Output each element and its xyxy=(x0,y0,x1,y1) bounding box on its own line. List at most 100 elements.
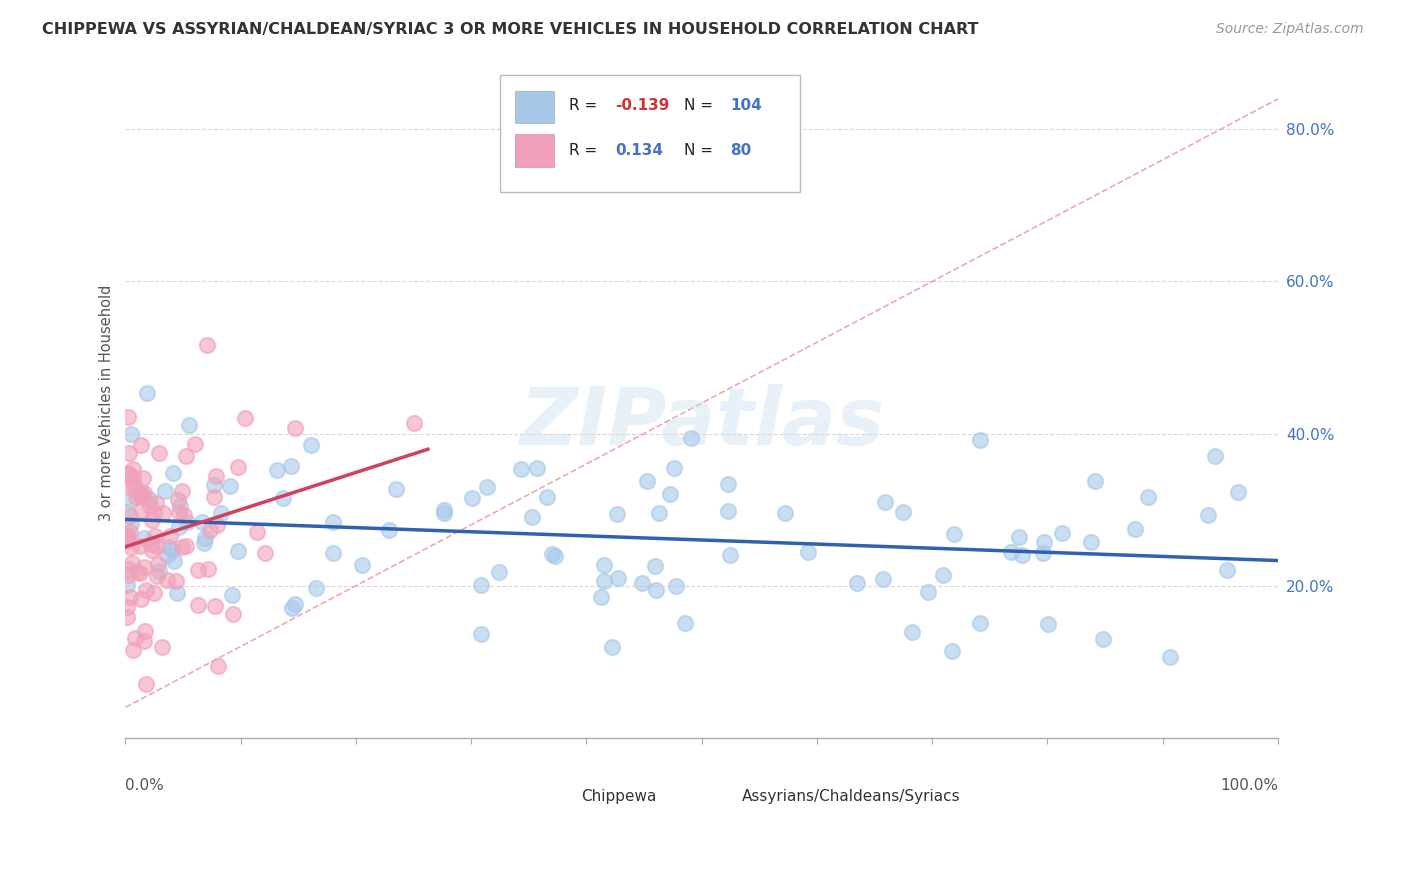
Point xyxy=(969,615,991,630)
Point xyxy=(134,633,156,648)
Point xyxy=(202,490,225,504)
Point xyxy=(433,506,456,520)
Text: R =: R = xyxy=(569,143,602,158)
Point xyxy=(174,539,197,553)
Point xyxy=(207,659,229,673)
Point xyxy=(205,518,228,533)
Point xyxy=(155,483,177,498)
Point xyxy=(226,544,249,558)
Point xyxy=(115,530,138,544)
Point xyxy=(917,584,939,599)
Point xyxy=(226,460,249,475)
Point xyxy=(1036,616,1059,631)
Point xyxy=(284,421,307,435)
Point xyxy=(205,469,228,483)
Point xyxy=(1092,632,1115,646)
Point xyxy=(645,583,668,598)
Point xyxy=(221,588,243,602)
Point xyxy=(128,487,150,501)
Point xyxy=(131,592,153,607)
Point xyxy=(132,470,155,484)
Point xyxy=(718,548,741,562)
Point xyxy=(159,529,181,543)
Point xyxy=(132,531,155,545)
FancyBboxPatch shape xyxy=(501,75,800,193)
Point xyxy=(129,539,152,553)
FancyBboxPatch shape xyxy=(699,783,737,809)
Point xyxy=(510,462,533,476)
Point xyxy=(139,537,162,551)
Point xyxy=(541,547,564,561)
Point xyxy=(198,524,221,538)
Text: 80: 80 xyxy=(731,143,752,158)
Point xyxy=(901,624,924,639)
Point xyxy=(145,569,167,583)
Text: Assyrians/Chaldeans/Syriacs: Assyrians/Chaldeans/Syriacs xyxy=(742,789,960,804)
Point xyxy=(156,573,179,587)
Point xyxy=(402,417,425,431)
Point xyxy=(648,506,671,520)
Point xyxy=(522,509,544,524)
Point xyxy=(146,539,169,553)
Point xyxy=(305,581,328,595)
Point xyxy=(219,479,242,493)
Point xyxy=(280,601,302,615)
Point xyxy=(135,583,157,598)
Point xyxy=(125,490,148,504)
Point xyxy=(142,585,165,599)
Text: 0.0%: 0.0% xyxy=(125,778,165,793)
Point xyxy=(460,491,482,505)
Point xyxy=(166,586,188,600)
Point xyxy=(891,505,914,519)
Point xyxy=(187,599,209,613)
Point xyxy=(673,615,696,630)
Point xyxy=(488,565,510,579)
Point xyxy=(131,489,153,503)
Point xyxy=(233,411,256,425)
Text: 100.0%: 100.0% xyxy=(1220,778,1278,793)
Point xyxy=(143,506,166,520)
Text: N =: N = xyxy=(685,98,718,113)
Point xyxy=(148,446,170,460)
Point xyxy=(470,627,492,641)
FancyBboxPatch shape xyxy=(515,134,554,167)
Text: ZIPatlas: ZIPatlas xyxy=(519,384,884,462)
Point xyxy=(118,591,141,605)
Point xyxy=(717,503,740,517)
Point xyxy=(350,558,373,572)
Point xyxy=(209,507,232,521)
Point xyxy=(141,542,163,557)
Point xyxy=(117,562,139,576)
Point xyxy=(1159,649,1181,664)
Point xyxy=(1197,508,1219,523)
Point xyxy=(156,548,179,562)
Point xyxy=(145,529,167,543)
Point xyxy=(120,517,142,532)
Point xyxy=(117,528,139,542)
Text: 0.134: 0.134 xyxy=(616,143,664,158)
Point xyxy=(636,475,658,489)
Point xyxy=(378,523,401,537)
Point xyxy=(120,426,142,441)
Point xyxy=(124,482,146,496)
Point xyxy=(600,640,623,654)
Point xyxy=(470,577,492,591)
Point xyxy=(162,554,184,568)
Point xyxy=(176,515,198,529)
Point xyxy=(121,643,143,657)
Text: Source: ZipAtlas.com: Source: ZipAtlas.com xyxy=(1216,22,1364,37)
Point xyxy=(117,410,139,425)
Point xyxy=(115,505,138,519)
Point xyxy=(1080,535,1102,549)
Text: N =: N = xyxy=(685,143,718,158)
Point xyxy=(120,524,142,539)
Point xyxy=(141,513,163,527)
Point xyxy=(716,477,738,491)
Point xyxy=(120,540,142,554)
Point xyxy=(169,499,191,513)
Point xyxy=(145,496,167,510)
Point xyxy=(607,571,630,585)
Point xyxy=(266,462,288,476)
Point xyxy=(157,540,180,554)
Point xyxy=(1226,484,1249,499)
